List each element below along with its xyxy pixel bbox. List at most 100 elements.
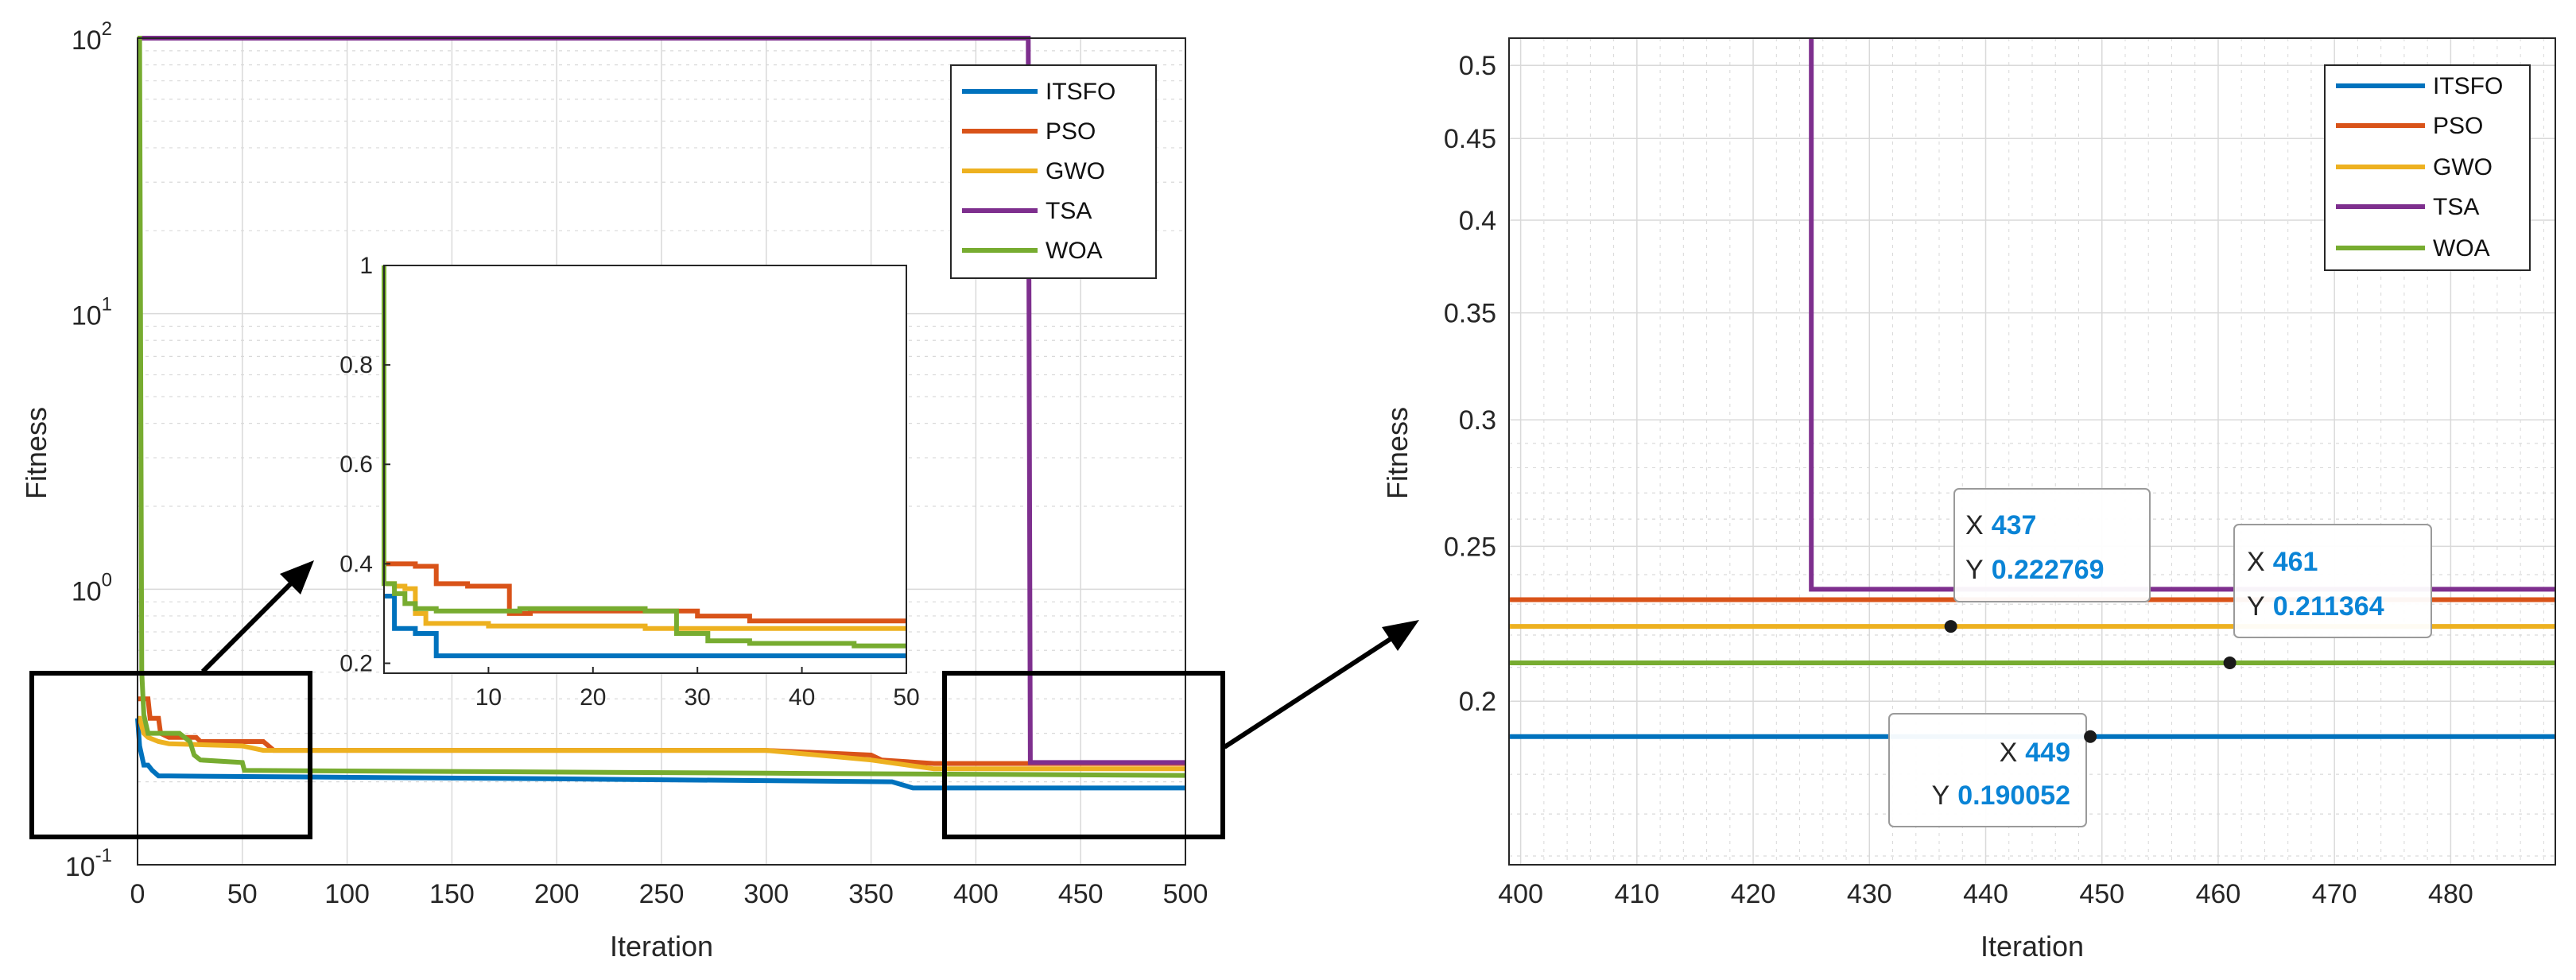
zoom-legend-item-woa: WOA [2336, 235, 2490, 261]
main-y-axis-label: Fitness [20, 407, 52, 499]
zoom-box-late [942, 671, 1225, 839]
main-legend: ITSFO PSO GWO TSA WOA [950, 64, 1157, 279]
zoom-box-early [29, 671, 312, 839]
main-x-tick-0: 0 [130, 879, 145, 909]
zoom-legend: ITSFO PSO GWO TSA WOA [2324, 64, 2531, 271]
inset-x-tick-30: 30 [685, 684, 711, 711]
datatip-marker-449 [2084, 730, 2097, 743]
main-x-tick-350: 350 [848, 879, 894, 909]
inset-y-tick-0.2: 0.2 [339, 650, 373, 676]
zoom-x-tick-400: 400 [1498, 879, 1543, 909]
main-y-tick-0: 100 [72, 569, 112, 606]
main-axes-box [137, 37, 1186, 866]
zoom-y-tick-0.2: 0.2 [1459, 687, 1496, 717]
zoom-legend-label-tsa: TSA [2433, 194, 2479, 220]
zoom-legend-item-pso: PSO [2336, 113, 2483, 139]
zoom-legend-item-gwo: GWO [2336, 154, 2493, 180]
zoom-y-axis-label: Fitness [1381, 407, 1414, 499]
zoom-y-tick-0.5: 0.5 [1459, 51, 1496, 81]
main-legend-label-tsa: TSA [1046, 198, 1092, 224]
datatip-itsfo: X 449 Y 0.190052 [1888, 713, 2087, 827]
main-legend-item-tsa: TSA [962, 198, 1092, 224]
main-legend-label-pso: PSO [1046, 118, 1096, 145]
main-x-tick-200: 200 [534, 879, 580, 909]
inset-axes-box [383, 265, 907, 674]
zoom-x-tick-450: 450 [2079, 879, 2124, 909]
datatip-gwo-box [1953, 488, 2151, 602]
main-legend-item-gwo: GWO [962, 158, 1105, 184]
zoom-x-tick-460: 460 [2196, 879, 2241, 909]
zoom-legend-box [2324, 64, 2531, 271]
datatip-gwo-y: Y 0.222769 [1965, 555, 2105, 585]
zoom-legend-label-itsfo: ITSFO [2433, 73, 2503, 99]
arrow-to-inset-head [280, 560, 314, 595]
main-x-axis-label: Iteration [610, 930, 713, 963]
main-legend-label-gwo: GWO [1046, 158, 1105, 184]
zoom-plot: 400 410 420 430 440 450 460 470 480 0.2 0.25 0.3 0.3… [1381, 37, 2556, 963]
arrow-to-zoom-head [1382, 620, 1419, 651]
main-x-tick-500: 500 [1163, 879, 1208, 909]
zoom-legend-item-itsfo: ITSFO [2336, 73, 2503, 99]
main-line-woa [137, 36, 1186, 778]
main-x-tick-450: 450 [1058, 879, 1104, 909]
zoom-x-tick-480: 480 [2428, 879, 2473, 909]
zoom-ticks: 400 410 420 430 440 450 460 470 480 0.2 0.25 0.3 0.3… [1444, 51, 2473, 909]
zoom-legend-label-woa: WOA [2433, 235, 2490, 261]
inset-y-tick-1: 1 [359, 253, 373, 279]
zoom-y-tick-0.3: 0.3 [1459, 405, 1496, 436]
main-legend-item-woa: WOA [962, 238, 1103, 264]
zoom-y-tick-0.25: 0.25 [1444, 532, 1496, 562]
inset-line-pso [384, 561, 906, 624]
inset-plot: 10 20 30 40 50 0.2 0.4 0.6 0.8 1 [339, 253, 919, 711]
zoom-legend-item-tsa: TSA [2336, 194, 2479, 220]
inset-ticks: 10 20 30 40 50 0.2 0.4 0.6 0.8 1 [339, 253, 919, 711]
main-legend-label-itsfo: ITSFO [1046, 79, 1115, 105]
zoom-x-tick-420: 420 [1731, 879, 1776, 909]
zoom-x-tick-440: 440 [1963, 879, 2008, 909]
main-line-gwo [137, 715, 1185, 772]
main-x-tick-50: 50 [227, 879, 258, 909]
datatip-itsfo-y: Y 0.190052 [1932, 781, 2071, 811]
zoom-y-tick-0.45: 0.45 [1444, 124, 1496, 154]
inset-plot-area [384, 265, 906, 673]
inset-lines [382, 265, 906, 659]
inset-x-tick-20: 20 [580, 684, 606, 711]
arrow-to-zoom [1223, 620, 1419, 750]
datatip-woa-x: X 461 [2247, 547, 2318, 577]
datatip-itsfo-x: X 449 [2000, 738, 2070, 768]
main-legend-item-pso: PSO [962, 118, 1096, 145]
zoom-legend-label-gwo: GWO [2433, 154, 2493, 180]
datatip-woa: X 461 Y 0.211364 [2233, 524, 2432, 638]
inset-y-tick-0.8: 0.8 [339, 352, 373, 378]
main-legend-item-itsfo: ITSFO [962, 79, 1115, 105]
inset-x-tick-50: 50 [893, 684, 919, 711]
datatip-woa-y: Y 0.211364 [2247, 591, 2384, 622]
main-y-tick-1: 101 [72, 294, 112, 331]
main-x-tick-250: 250 [639, 879, 685, 909]
inset-x-tick-10: 10 [475, 684, 502, 711]
zoom-x-tick-470: 470 [2312, 879, 2357, 909]
main-x-tick-100: 100 [324, 879, 370, 909]
inset-line-woa [382, 265, 906, 649]
main-y-tick-2: 102 [72, 18, 112, 56]
main-x-tick-300: 300 [743, 879, 789, 909]
inset-y-tick-0.4: 0.4 [339, 551, 373, 577]
zoom-x-tick-410: 410 [1614, 879, 1659, 909]
main-x-tick-150: 150 [429, 879, 475, 909]
datatip-markers [1944, 620, 2237, 743]
main-plot: 0 50 100 150 200 250 300 350 400 450 50010-1100101… [20, 18, 1419, 963]
main-x-tick-400: 400 [953, 879, 999, 909]
datatip-marker-461 [2223, 656, 2237, 669]
datatip-gwo: X 437 Y 0.222769 [1953, 488, 2151, 602]
main-line-pso [138, 696, 1185, 766]
main-line-itsfo [135, 718, 1185, 791]
inset-y-tick-0.6: 0.6 [339, 451, 373, 478]
main-ticks: 0 50 100 150 200 250 300 350 400 450 50010-1100101… [65, 18, 1208, 909]
zoom-y-tick-0.4: 0.4 [1459, 206, 1496, 236]
datatip-woa-box [2233, 524, 2432, 638]
inset-x-tick-40: 40 [789, 684, 815, 711]
zoom-legend-label-pso: PSO [2433, 113, 2483, 139]
zoom-x-tick-430: 430 [1847, 879, 1892, 909]
inset-line-itsfo [384, 594, 906, 659]
